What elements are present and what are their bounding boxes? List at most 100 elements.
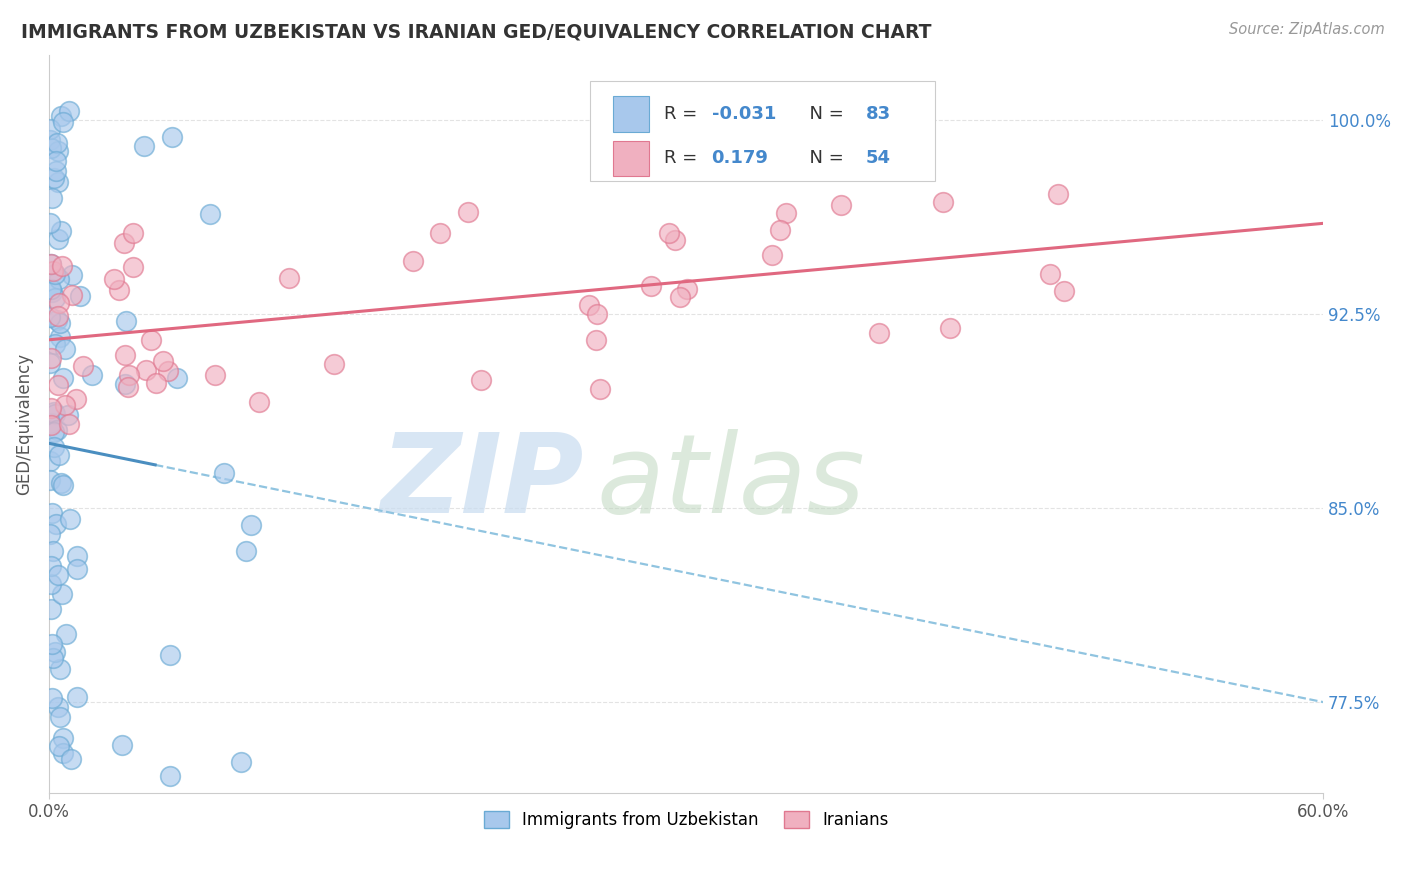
Point xyxy=(44,425,66,440)
Point xyxy=(114,348,136,362)
Point xyxy=(60,287,83,301)
Point xyxy=(585,307,607,321)
Point xyxy=(204,368,226,382)
Point xyxy=(53,342,76,356)
Point xyxy=(112,235,135,250)
Point xyxy=(46,175,69,189)
Point xyxy=(46,567,69,582)
Point xyxy=(107,283,129,297)
Point xyxy=(51,476,73,491)
Point xyxy=(56,408,79,422)
Point xyxy=(42,651,65,665)
Point xyxy=(156,364,179,378)
Point xyxy=(122,226,145,240)
Point xyxy=(39,454,62,468)
Point xyxy=(52,115,75,129)
Point xyxy=(39,351,62,365)
Point xyxy=(72,359,94,374)
Point xyxy=(39,133,62,147)
Text: atlas: atlas xyxy=(598,429,866,536)
Point xyxy=(830,197,852,211)
Point xyxy=(49,710,72,724)
Point xyxy=(160,129,183,144)
Point xyxy=(39,473,62,487)
Point xyxy=(82,368,104,383)
Point xyxy=(39,257,62,271)
Point xyxy=(65,690,87,704)
Point xyxy=(470,373,492,387)
Point xyxy=(49,330,72,344)
Point xyxy=(145,376,167,391)
Point xyxy=(39,416,62,430)
Point xyxy=(117,379,139,393)
Point xyxy=(932,195,955,210)
Legend: Immigrants from Uzbekistan, Iranians: Immigrants from Uzbekistan, Iranians xyxy=(477,805,896,836)
Point xyxy=(52,478,75,492)
Point xyxy=(122,260,145,274)
Point xyxy=(65,392,87,407)
Point xyxy=(159,648,181,662)
Point xyxy=(60,752,83,766)
Point xyxy=(589,382,612,396)
Point xyxy=(45,516,67,531)
Point xyxy=(402,253,425,268)
Point xyxy=(135,362,157,376)
Point xyxy=(45,153,67,168)
Point xyxy=(45,424,67,438)
Point xyxy=(48,272,70,286)
Point xyxy=(39,602,62,616)
Point xyxy=(868,326,890,340)
Text: IMMIGRANTS FROM UZBEKISTAN VS IRANIAN GED/EQUIVALENCY CORRELATION CHART: IMMIGRANTS FROM UZBEKISTAN VS IRANIAN GE… xyxy=(21,22,932,41)
Point xyxy=(658,226,681,240)
Point xyxy=(41,691,63,706)
Point xyxy=(159,769,181,783)
Point xyxy=(51,260,73,274)
Point xyxy=(676,282,699,296)
Point xyxy=(39,356,62,370)
Point xyxy=(44,336,66,351)
Text: Source: ZipAtlas.com: Source: ZipAtlas.com xyxy=(1229,22,1385,37)
Point xyxy=(39,282,62,296)
Text: R =: R = xyxy=(665,105,703,123)
Point xyxy=(53,398,76,412)
Point xyxy=(39,216,62,230)
Point xyxy=(69,289,91,303)
Point xyxy=(44,267,66,281)
Point xyxy=(39,401,62,415)
Point xyxy=(42,544,65,558)
Point xyxy=(278,270,301,285)
Point xyxy=(761,248,783,262)
Text: ZIP: ZIP xyxy=(381,429,583,536)
Point xyxy=(41,191,63,205)
Point xyxy=(44,407,66,421)
Point xyxy=(39,558,62,573)
Point xyxy=(58,103,80,118)
Text: 54: 54 xyxy=(866,149,891,168)
Point xyxy=(49,109,72,123)
Point xyxy=(49,224,72,238)
Point xyxy=(48,448,70,462)
Point xyxy=(49,316,72,330)
Point xyxy=(44,405,66,419)
Point xyxy=(457,205,479,219)
Point xyxy=(39,418,62,433)
Point xyxy=(44,440,66,454)
Point xyxy=(1046,187,1069,202)
Point xyxy=(44,645,66,659)
Point xyxy=(429,227,451,241)
Point xyxy=(45,164,67,178)
Point xyxy=(578,298,600,312)
Point xyxy=(247,395,270,409)
Point xyxy=(41,636,63,650)
Point xyxy=(152,354,174,368)
Point xyxy=(103,272,125,286)
Point xyxy=(46,309,69,323)
Point xyxy=(39,310,62,325)
Point xyxy=(46,144,69,158)
Point xyxy=(212,467,235,481)
Point xyxy=(41,506,63,520)
Point xyxy=(110,738,132,752)
Text: -0.031: -0.031 xyxy=(711,105,776,123)
Point xyxy=(44,291,66,305)
Text: 0.179: 0.179 xyxy=(711,149,769,168)
